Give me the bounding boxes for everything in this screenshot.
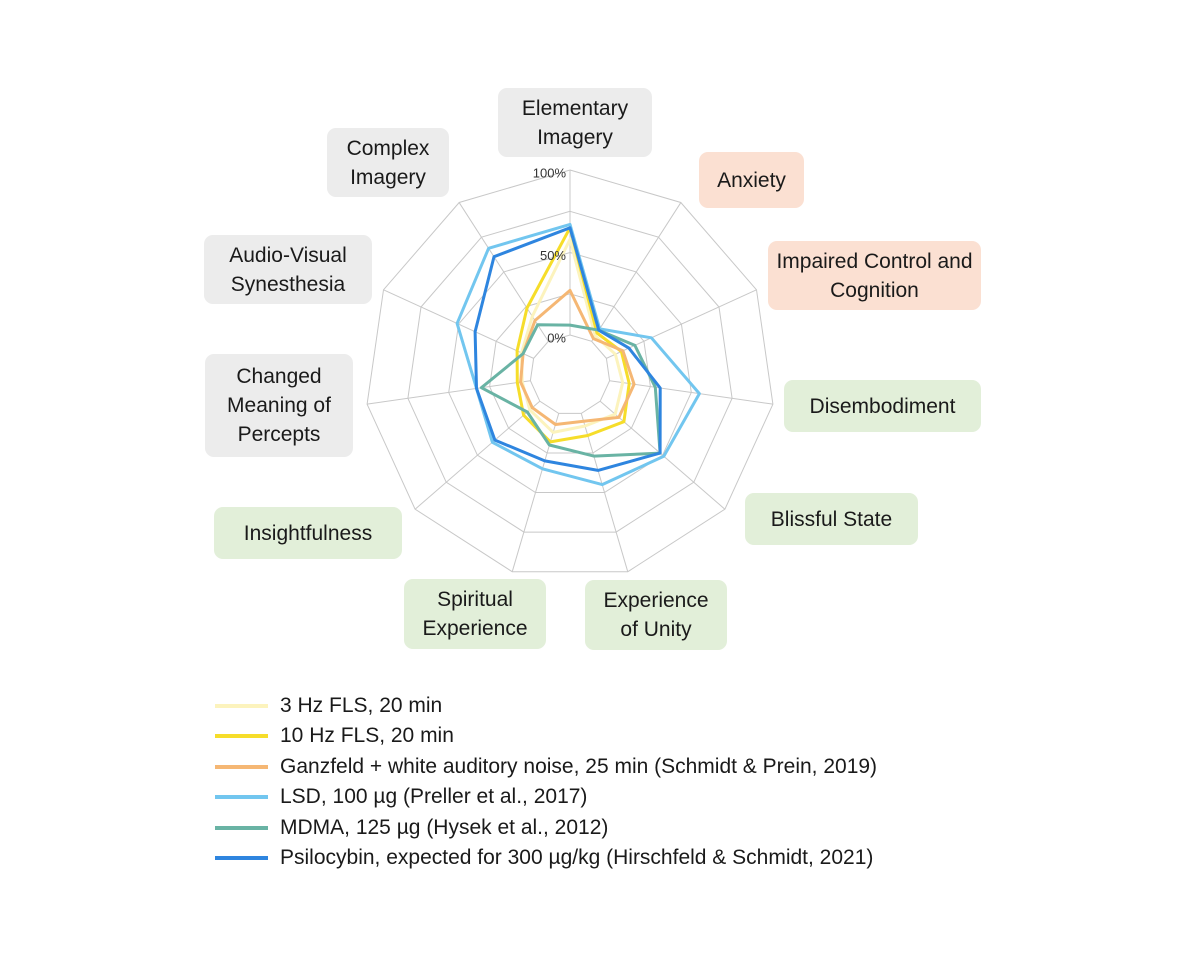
legend-swatch [215, 795, 268, 800]
grid-ring [407, 210, 733, 533]
r-tick-label: 100% [533, 165, 567, 180]
grid-ring [366, 169, 774, 573]
legend-label: 10 Hz FLS, 20 min [280, 724, 454, 748]
category-label: Insightfulness [214, 507, 402, 559]
legend-swatch [215, 764, 268, 769]
series-line [473, 226, 662, 472]
legend-swatch [215, 825, 268, 830]
series-line [455, 222, 701, 487]
category-label: Spiritual Experience [404, 579, 546, 649]
r-tick-label: 50% [540, 248, 566, 263]
r-tick-label: 0% [547, 330, 566, 345]
category-label: Disembodiment [784, 380, 981, 432]
legend-label: 3 Hz FLS, 20 min [280, 694, 443, 717]
legend-label: MDMA, 125 µg (Hysek et al., 2012) [280, 815, 609, 839]
category-label: Audio-Visual Synesthesia [204, 235, 372, 304]
category-label: Anxiety [699, 152, 804, 208]
category-label: Changed Meaning of Percepts [205, 354, 353, 457]
legend-label: Ganzfeld + white auditory noise, 25 min … [280, 754, 878, 778]
grid-ring [448, 251, 692, 493]
category-label: Complex Imagery [327, 128, 449, 197]
category-label: Blissful State [745, 493, 918, 545]
category-label: Experience of Unity [585, 580, 727, 650]
legend-swatch [215, 856, 268, 860]
grid-ring [529, 334, 611, 414]
category-label: Impaired Control and Cognition [768, 241, 981, 310]
legend-label: LSD, 100 µg (Preller et al., 2017) [280, 785, 588, 809]
legend-swatch [215, 704, 268, 708]
legend-label: Psilocybin, expected for 300 µg/kg (Hirs… [280, 846, 874, 869]
legend-swatch [215, 734, 268, 739]
category-label: Elementary Imagery [498, 88, 652, 157]
series-line [520, 237, 625, 434]
series-line [479, 323, 662, 458]
